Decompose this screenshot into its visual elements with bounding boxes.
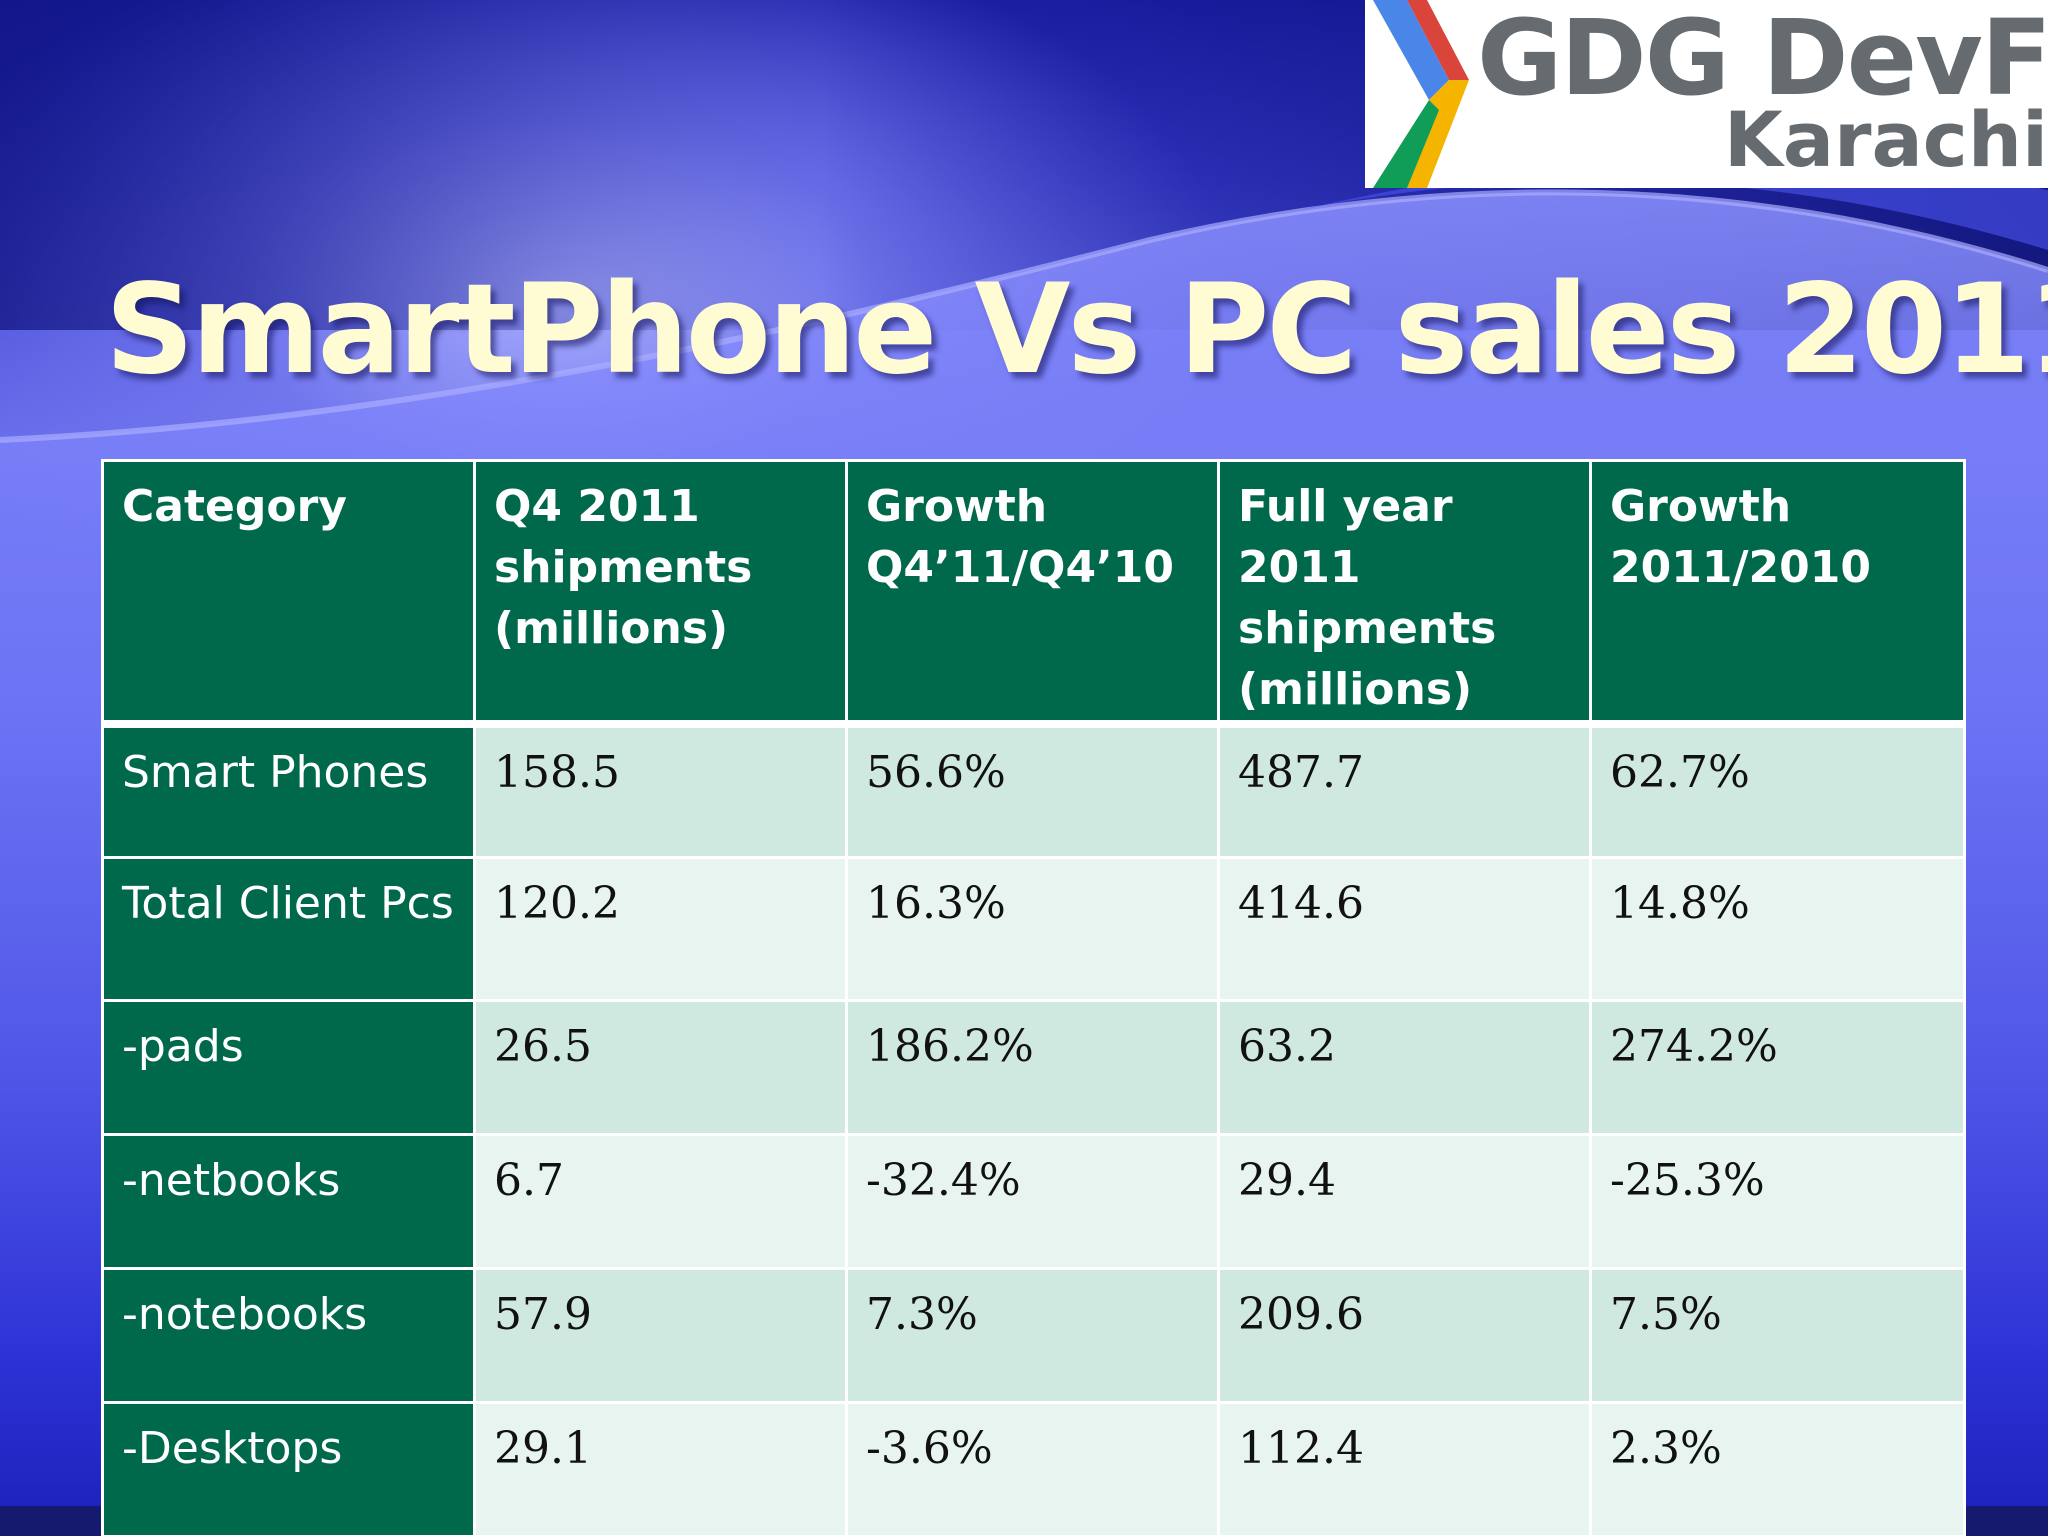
header-q4-growth: Growth Q4’11/Q4’10 bbox=[845, 459, 1220, 726]
value-cell: 56.6% bbox=[845, 722, 1220, 859]
table-row: Smart Phones 158.5 56.6% 487.7 62.7% bbox=[101, 722, 1966, 859]
value-cell: -32.4% bbox=[845, 1132, 1220, 1270]
logo-text-city: Karachi bbox=[1723, 95, 2048, 184]
gdg-chevron-icon bbox=[1373, 0, 1469, 188]
category-cell: Smart Phones bbox=[101, 722, 476, 859]
value-cell: 6.7 bbox=[473, 1132, 848, 1270]
value-cell: -3.6% bbox=[845, 1400, 1220, 1536]
value-cell: 16.3% bbox=[845, 855, 1220, 1002]
table-row: -Desktops 29.1 -3.6% 112.4 2.3% bbox=[101, 1400, 1966, 1536]
value-cell: 487.7 bbox=[1217, 722, 1592, 859]
table-row: -notebooks 57.9 7.3% 209.6 7.5% bbox=[101, 1266, 1966, 1404]
category-cell: -notebooks bbox=[101, 1266, 476, 1404]
value-cell: 7.3% bbox=[845, 1266, 1220, 1404]
value-cell: 26.5 bbox=[473, 998, 848, 1136]
value-cell: 414.6 bbox=[1217, 855, 1592, 1002]
sales-table: Category Q4 2011 shipments (millions) Gr… bbox=[101, 459, 1966, 1536]
value-cell: 274.2% bbox=[1589, 998, 1966, 1136]
category-cell: -pads bbox=[101, 998, 476, 1136]
value-cell: 209.6 bbox=[1217, 1266, 1592, 1404]
table-row: -netbooks 6.7 -32.4% 29.4 -25.3% bbox=[101, 1132, 1966, 1270]
value-cell: 120.2 bbox=[473, 855, 848, 1002]
value-cell: 158.5 bbox=[473, 722, 848, 859]
value-cell: 2.3% bbox=[1589, 1400, 1966, 1536]
value-cell: 7.5% bbox=[1589, 1266, 1966, 1404]
value-cell: 29.1 bbox=[473, 1400, 848, 1536]
value-cell: 63.2 bbox=[1217, 998, 1592, 1136]
header-full-year-growth: Growth 2011/2010 bbox=[1589, 459, 1966, 726]
category-cell: -netbooks bbox=[101, 1132, 476, 1270]
table-row: Total Client Pcs 120.2 16.3% 414.6 14.8% bbox=[101, 855, 1966, 1002]
header-full-year-shipments: Full year 2011 shipments (millions) bbox=[1217, 459, 1592, 726]
value-cell: 186.2% bbox=[845, 998, 1220, 1136]
slide-title: SmartPhone Vs PC sales 2011 bbox=[105, 258, 2048, 402]
table-row: -pads 26.5 186.2% 63.2 274.2% bbox=[101, 998, 1966, 1136]
value-cell: 57.9 bbox=[473, 1266, 848, 1404]
table-header-row: Category Q4 2011 shipments (millions) Gr… bbox=[101, 459, 1966, 726]
value-cell: 62.7% bbox=[1589, 722, 1966, 859]
value-cell: -25.3% bbox=[1589, 1132, 1966, 1270]
value-cell: 14.8% bbox=[1589, 855, 1966, 1002]
header-category: Category bbox=[101, 459, 476, 726]
category-cell: Total Client Pcs bbox=[101, 855, 476, 1002]
logo-text-devfest: GDG DevFest bbox=[1477, 0, 2048, 119]
value-cell: 112.4 bbox=[1217, 1400, 1592, 1536]
value-cell: 29.4 bbox=[1217, 1132, 1592, 1270]
gdg-devfest-logo: GDG DevFest Karachi bbox=[1365, 0, 2048, 188]
header-q4-shipments: Q4 2011 shipments (millions) bbox=[473, 459, 848, 726]
category-cell: -Desktops bbox=[101, 1400, 476, 1536]
